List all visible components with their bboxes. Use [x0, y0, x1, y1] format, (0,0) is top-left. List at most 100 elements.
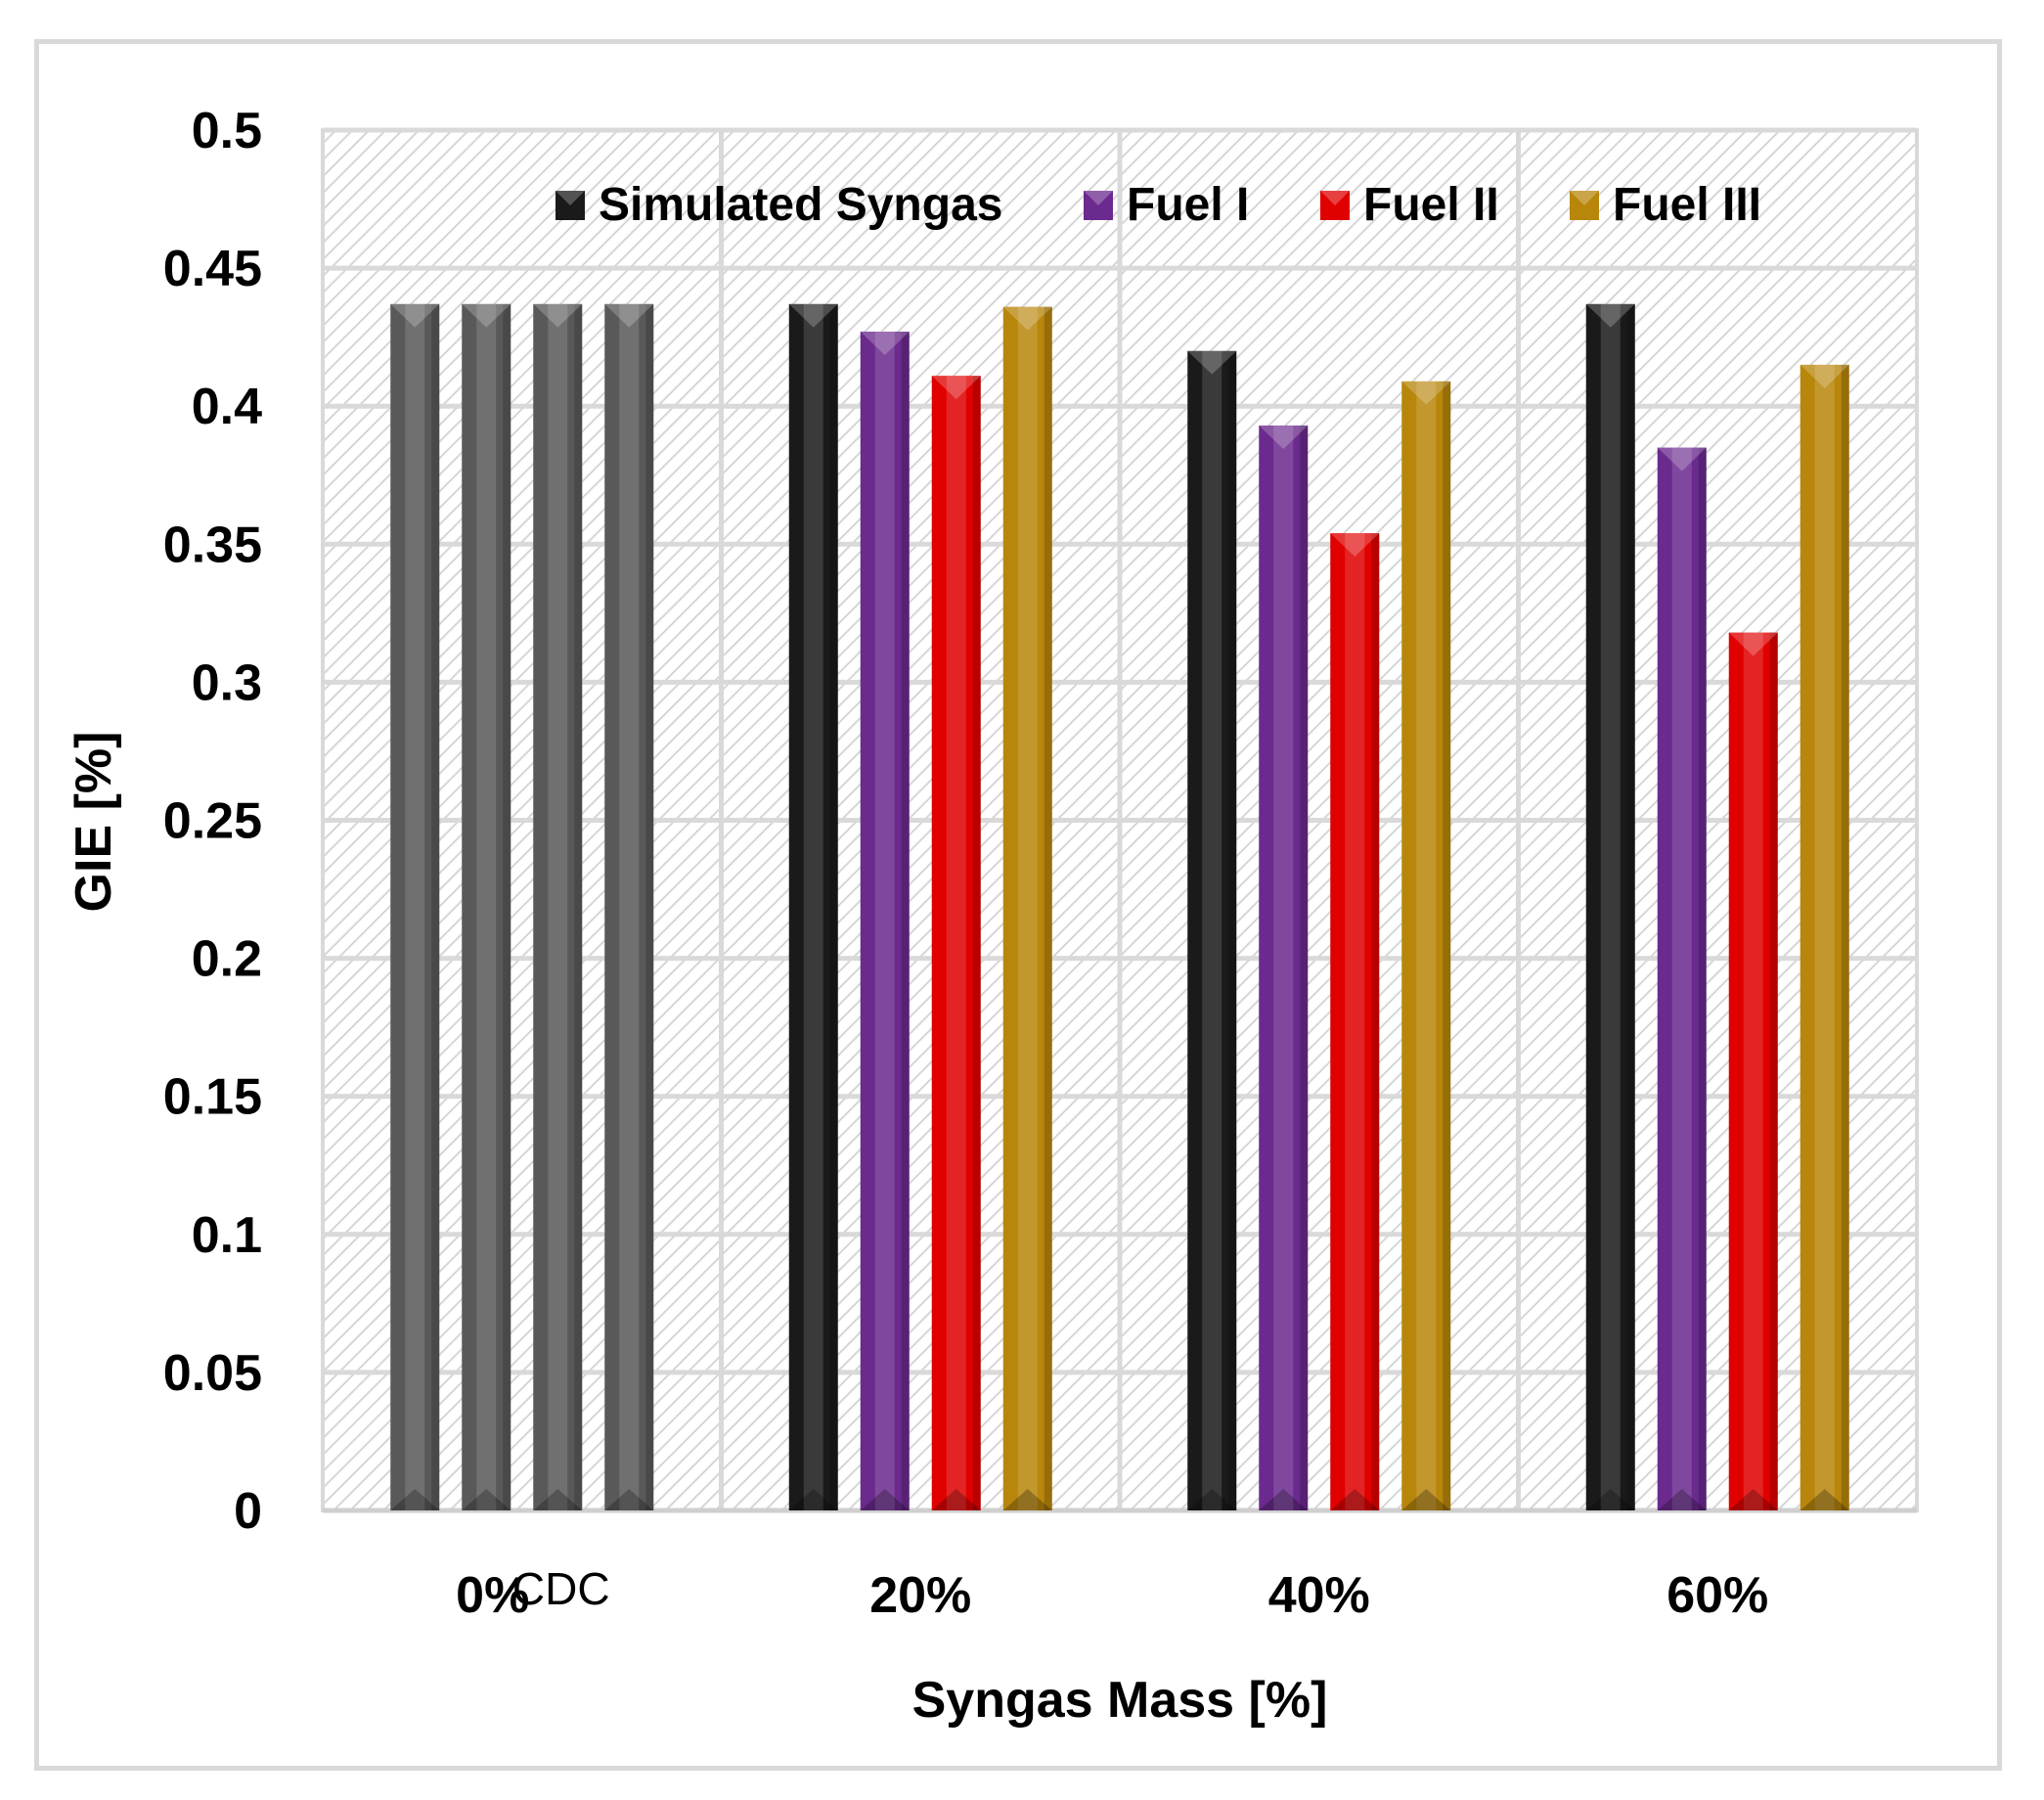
x-axis-title: Syngas Mass [%] [912, 1672, 1328, 1729]
bar-body [931, 376, 981, 1511]
bar [1401, 381, 1451, 1510]
bar-highlight [946, 376, 966, 1511]
x-tick-label: 60% [1666, 1567, 1768, 1624]
bar-bevel-top [462, 303, 511, 328]
legend-label: Fuel II [1363, 179, 1499, 231]
bar-bevel-bottom [533, 1489, 583, 1510]
bar-bevel-bottom [1187, 1489, 1237, 1510]
bar-body [462, 303, 511, 1510]
bar-body [1401, 381, 1451, 1510]
bar-bevel-top [1002, 306, 1052, 331]
x-tick-label: 20% [869, 1567, 971, 1624]
x-axis-ticks: 0%CDC 20% 40% 60% [456, 1563, 1768, 1624]
bar-bevel-bottom [931, 1489, 981, 1510]
bar-highlight [1345, 533, 1365, 1510]
bar-bevel-bottom [1401, 1489, 1451, 1510]
bar-shade [431, 303, 440, 1510]
bar-body [1002, 306, 1052, 1510]
bar-body [533, 303, 583, 1510]
bar-highlight [1202, 350, 1222, 1510]
bar [1259, 425, 1309, 1511]
legend-item: Fuel II [1320, 179, 1499, 231]
bar-shade [1698, 447, 1707, 1510]
bar-highlight [548, 303, 568, 1510]
bar-body [1585, 303, 1635, 1510]
bar-bevel-bottom [1002, 1489, 1052, 1510]
bar-bevel-bottom [1259, 1489, 1309, 1510]
bar-shade [503, 303, 511, 1510]
legend-item: Simulated Syngas [555, 179, 1002, 231]
y-axis-title: GIE [%] [66, 732, 122, 913]
bar-bevel-top [931, 376, 981, 400]
bar [788, 303, 838, 1510]
bar-shade [1300, 425, 1309, 1511]
bar-body [1728, 632, 1778, 1510]
y-tick-label: 0.5 [192, 103, 262, 159]
bar-bevel-bottom [462, 1489, 511, 1510]
bar-body [788, 303, 838, 1510]
legend: Simulated Syngas Fuel I Fuel II Fuel III [555, 179, 1761, 231]
bar-highlight [619, 303, 640, 1510]
bars [390, 303, 1849, 1511]
bar-bevel-top [1259, 425, 1309, 449]
bar-shade [1626, 303, 1635, 1510]
bar [1657, 447, 1707, 1510]
legend-swatch-bevel [555, 191, 585, 205]
x-tick-label: 40% [1268, 1567, 1370, 1624]
bar-highlight [1671, 447, 1692, 1510]
bar-highlight [874, 332, 895, 1511]
legend-item: Fuel III [1570, 179, 1761, 231]
bar-shade [1371, 533, 1380, 1510]
bar-bevel-top [1585, 303, 1635, 328]
bar-bevel-bottom [1330, 1489, 1380, 1510]
bar-bevel-bottom [1800, 1489, 1849, 1510]
bar [1728, 632, 1778, 1510]
bar-shade [901, 332, 910, 1511]
bar-body [390, 303, 440, 1510]
bar-shade [1443, 381, 1451, 1510]
bar [462, 303, 511, 1510]
y-tick-label: 0.25 [163, 793, 262, 850]
bar-shade [574, 303, 583, 1510]
bar-bevel-bottom [390, 1489, 440, 1510]
bar-shade [829, 303, 838, 1510]
bar-shade [972, 376, 981, 1511]
bar-bevel-top [390, 303, 440, 328]
bar-bevel-top [1187, 350, 1237, 375]
bar [1800, 364, 1849, 1510]
bar-bevel-top [1401, 381, 1451, 405]
y-tick-label: 0.45 [163, 241, 262, 297]
bar-bevel-top [1657, 447, 1707, 472]
bar-bevel-top [533, 303, 583, 328]
bar-shade [645, 303, 654, 1510]
legend-swatch [555, 191, 585, 220]
bar-highlight [1416, 381, 1437, 1510]
y-axis-ticks: 0 0.05 0.1 0.15 0.2 0.25 0.3 0.35 0.4 0.45 0.5 [163, 103, 262, 1540]
bar-bevel-bottom [860, 1489, 910, 1510]
y-tick-label: 0 [234, 1483, 262, 1540]
bar-bevel-bottom [1585, 1489, 1635, 1510]
bar [604, 303, 654, 1510]
y-tick-label: 0.1 [192, 1207, 262, 1264]
bar [390, 303, 440, 1510]
bar-body [604, 303, 654, 1510]
bar-bevel-bottom [1657, 1489, 1707, 1510]
y-tick-label: 0.15 [163, 1069, 262, 1126]
legend-label: Simulated Syngas [599, 179, 1002, 231]
y-tick-label: 0.4 [192, 379, 262, 435]
y-tick-label: 0.3 [192, 654, 262, 711]
bar-body [860, 332, 910, 1511]
legend-swatch-bevel [1084, 191, 1113, 205]
y-tick-label: 0.05 [163, 1345, 262, 1402]
x-tick-sublabel: CDC [512, 1563, 610, 1614]
bar [533, 303, 583, 1510]
bar [1002, 306, 1052, 1510]
bar-body [1187, 350, 1237, 1510]
bar-highlight [476, 303, 497, 1510]
bar-highlight [1600, 303, 1621, 1510]
legend-item: Fuel I [1084, 179, 1249, 231]
bar-bevel-top [860, 332, 910, 356]
bar-shade [1841, 364, 1849, 1510]
legend-swatch [1084, 191, 1113, 220]
